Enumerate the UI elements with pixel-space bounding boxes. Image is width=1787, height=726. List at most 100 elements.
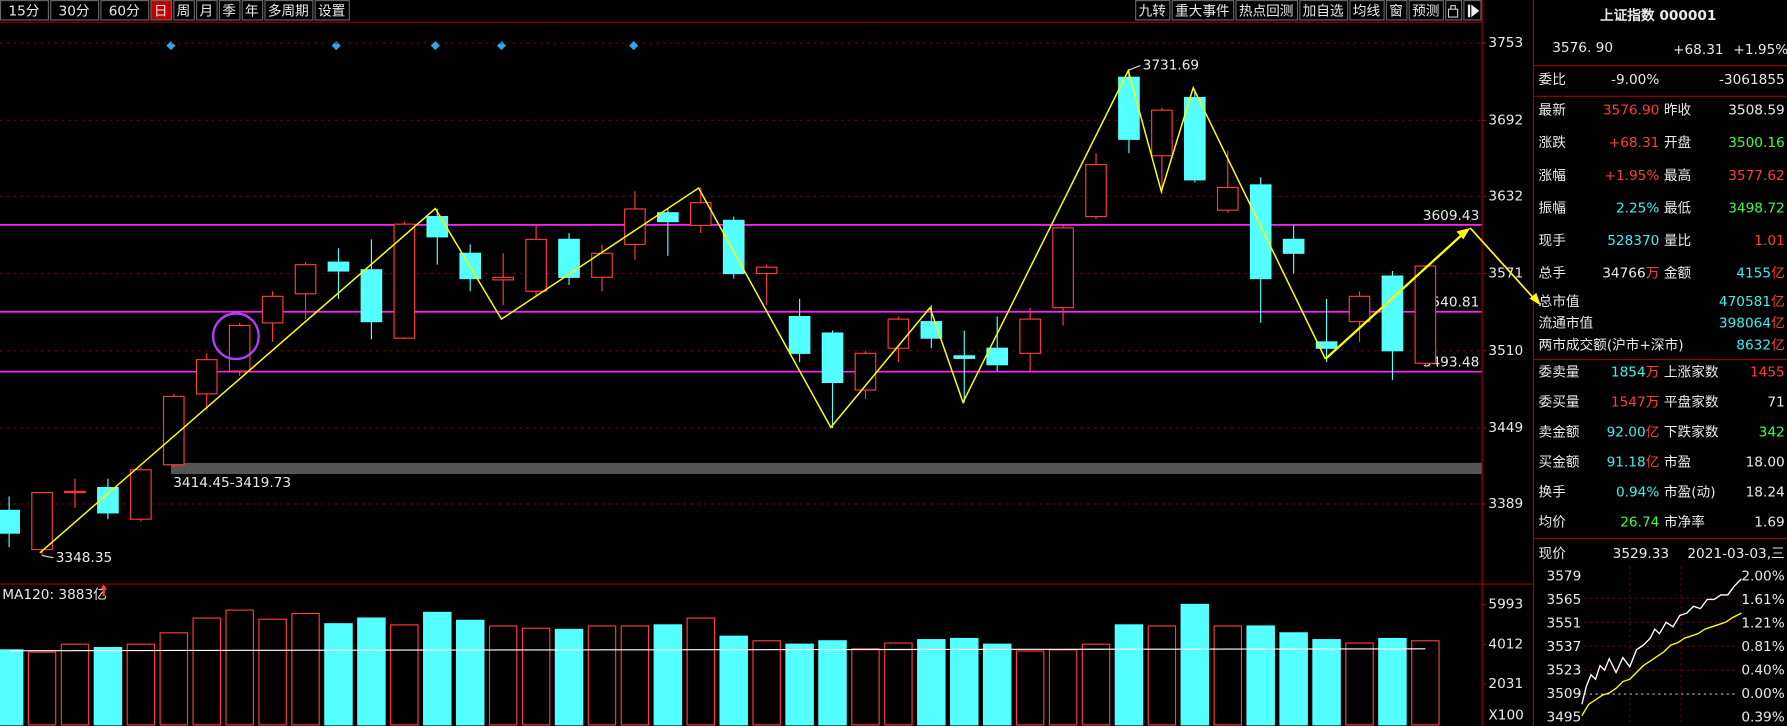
volume-bar <box>159 632 189 726</box>
volume-bar <box>225 609 254 726</box>
candle-body <box>261 295 284 324</box>
tool-button[interactable] <box>1235 0 1299 21</box>
mini-tick-label: 3495 <box>1547 710 1582 726</box>
row-label: 昨收 <box>1664 103 1692 119</box>
mini-tick-label: 0.39% <box>1741 710 1784 726</box>
mini-price-line <box>1581 578 1742 705</box>
tool-label[interactable]: 重大事件 <box>1175 3 1230 19</box>
candle-body <box>821 332 844 384</box>
tool-label[interactable]: 九转 <box>1139 3 1167 19</box>
row-label: 现手 <box>1539 233 1566 249</box>
volume-bar <box>27 651 57 726</box>
period-label[interactable]: 15分 <box>8 3 39 19</box>
period-label[interactable]: 月 <box>199 3 213 19</box>
row-value: 3577.62 <box>1728 168 1784 184</box>
value-text: 3576.90 <box>1603 103 1659 119</box>
period-label[interactable]: 设置 <box>318 3 345 19</box>
period-button[interactable] <box>100 0 150 21</box>
value-unit: 亿 <box>1771 316 1785 332</box>
row-value: 92.00亿 <box>1607 425 1660 441</box>
tool-button[interactable] <box>1171 0 1235 21</box>
candle-body <box>854 352 877 391</box>
period-button[interactable] <box>264 0 314 21</box>
value-text: 3577.62 <box>1728 168 1784 184</box>
row-value: 1.01 <box>1754 233 1784 249</box>
value-text: 1455 <box>1750 365 1785 381</box>
period-button[interactable] <box>314 0 350 21</box>
row-label: 总手 <box>1539 266 1566 282</box>
mini-chart <box>1578 566 1742 726</box>
highlight-circle <box>211 312 260 361</box>
mini-tick-label: 3565 <box>1547 592 1582 608</box>
value-unit: 亿 <box>1646 425 1660 441</box>
period-label[interactable]: 年 <box>245 3 259 19</box>
volume-bar <box>192 617 221 726</box>
volume-bar <box>917 639 946 726</box>
period-button[interactable] <box>50 0 100 21</box>
candle-body <box>689 202 712 226</box>
candle-body <box>1085 164 1107 218</box>
period-button[interactable] <box>196 0 218 21</box>
price-band <box>170 462 1482 475</box>
period-label[interactable]: 30分 <box>59 3 90 19</box>
tool-button[interactable] <box>1299 0 1349 21</box>
period-button[interactable] <box>0 0 50 21</box>
tool-button[interactable] <box>1349 0 1385 21</box>
annotation-leader <box>41 554 54 559</box>
candle-body <box>195 359 218 395</box>
period-label[interactable]: 季 <box>222 3 236 19</box>
row-label: 买金额 <box>1539 455 1580 471</box>
tool-label[interactable]: 加自选 <box>1303 3 1344 19</box>
period-label[interactable]: 周 <box>177 3 191 19</box>
volume-bar <box>1312 639 1341 726</box>
candle-body <box>228 324 251 372</box>
candle-body <box>1381 275 1404 352</box>
y-tick-label: 4012 <box>1488 636 1523 652</box>
collapse-icon <box>1467 4 1480 18</box>
tool-label[interactable]: 均线 <box>1353 3 1381 19</box>
value-text: 4155 <box>1736 266 1771 282</box>
row-value: -3061855 <box>1719 72 1785 88</box>
value-text: 1854 <box>1611 365 1646 381</box>
tool-label[interactable]: 窗 <box>1389 2 1403 19</box>
mini-tick-label: 3579 <box>1547 569 1582 585</box>
value-text: 34766 <box>1602 266 1645 282</box>
row-value: 0.94% <box>1616 485 1659 501</box>
row-label: 振幅 <box>1539 200 1566 216</box>
volume-bar <box>488 625 518 726</box>
period-button[interactable] <box>150 0 173 21</box>
row-value: 2.25% <box>1616 200 1659 216</box>
volume-bar <box>1147 625 1177 726</box>
value-text: 470581 <box>1719 294 1771 310</box>
tool-button[interactable] <box>1135 0 1171 21</box>
volume-bar <box>653 624 683 726</box>
row-value: 18.24 <box>1746 485 1785 501</box>
row-label: 两市成交额(沪市+深市) <box>1539 336 1684 353</box>
mini-tick-label: 3537 <box>1547 639 1582 655</box>
volume-bar <box>1015 650 1045 726</box>
volume-bar <box>982 643 1012 726</box>
volume-bar <box>423 611 452 726</box>
volume-bar <box>554 628 584 726</box>
candle-body <box>1249 184 1272 280</box>
candle-body <box>624 208 646 245</box>
candle-body <box>1151 109 1173 157</box>
tool-button[interactable] <box>1385 0 1408 21</box>
period-button[interactable] <box>241 0 264 21</box>
period-label[interactable]: 60分 <box>109 3 140 19</box>
y-tick-label: 2031 <box>1488 676 1523 692</box>
candle-body <box>0 509 20 534</box>
trend-arrow <box>1324 231 1466 360</box>
tool-button[interactable] <box>1408 0 1444 21</box>
tool-label[interactable]: 预测 <box>1412 3 1439 19</box>
period-button[interactable] <box>218 0 241 21</box>
value-text: 3508.59 <box>1728 103 1784 119</box>
row-value: 1854万 <box>1611 365 1659 381</box>
period-button[interactable] <box>173 0 195 21</box>
row-value: 3576.90 <box>1603 103 1659 119</box>
period-label[interactable]: 多周期 <box>268 2 309 19</box>
row-label: 最新 <box>1539 103 1567 119</box>
tool-label[interactable]: 热点回测 <box>1239 3 1294 19</box>
period-label[interactable]: 日 <box>154 3 168 19</box>
